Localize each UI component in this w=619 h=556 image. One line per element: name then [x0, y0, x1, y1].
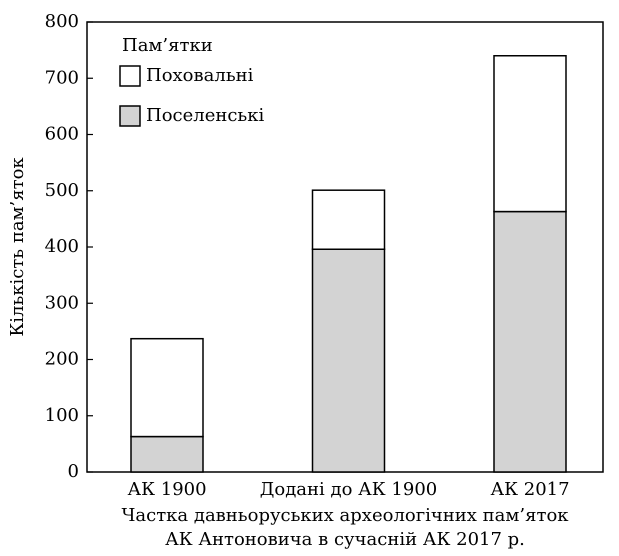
y-tick-label: 0	[68, 461, 79, 482]
bar-segment	[130, 337, 204, 438]
bar-segment	[311, 248, 386, 473]
y-tick-label: 400	[45, 236, 79, 257]
y-tick-label: 500	[45, 180, 79, 201]
y-axis-label: Кількість пам’яток	[7, 157, 28, 337]
x-tick-label: Додані до АК 1900	[260, 479, 438, 500]
legend-swatch	[119, 105, 141, 127]
bar-segment	[493, 55, 567, 213]
y-tick-label: 100	[45, 405, 79, 426]
y-tick-label: 200	[45, 349, 79, 370]
y-tick-label: 600	[45, 124, 79, 145]
bar-segment	[311, 189, 386, 250]
legend-title: Пам’ятки	[122, 35, 213, 56]
bar-segment	[130, 435, 204, 473]
legend-label: Поховальні	[146, 65, 254, 86]
legend-label: Поселенські	[146, 105, 264, 126]
y-tick-label: 300	[45, 292, 79, 313]
y-tick-label: 800	[45, 11, 79, 32]
bar-segment	[493, 210, 567, 473]
x-tick-label: АК 1900	[127, 479, 206, 500]
legend-swatch	[119, 65, 141, 87]
x-tick-label: АК 2017	[490, 479, 569, 500]
x-axis-label: Частка давньоруських археологічних пам’я…	[121, 505, 569, 526]
y-tick-label: 700	[45, 67, 79, 88]
x-axis-label: АК Антоновича в сучасній АК 2017 р.	[165, 529, 525, 550]
